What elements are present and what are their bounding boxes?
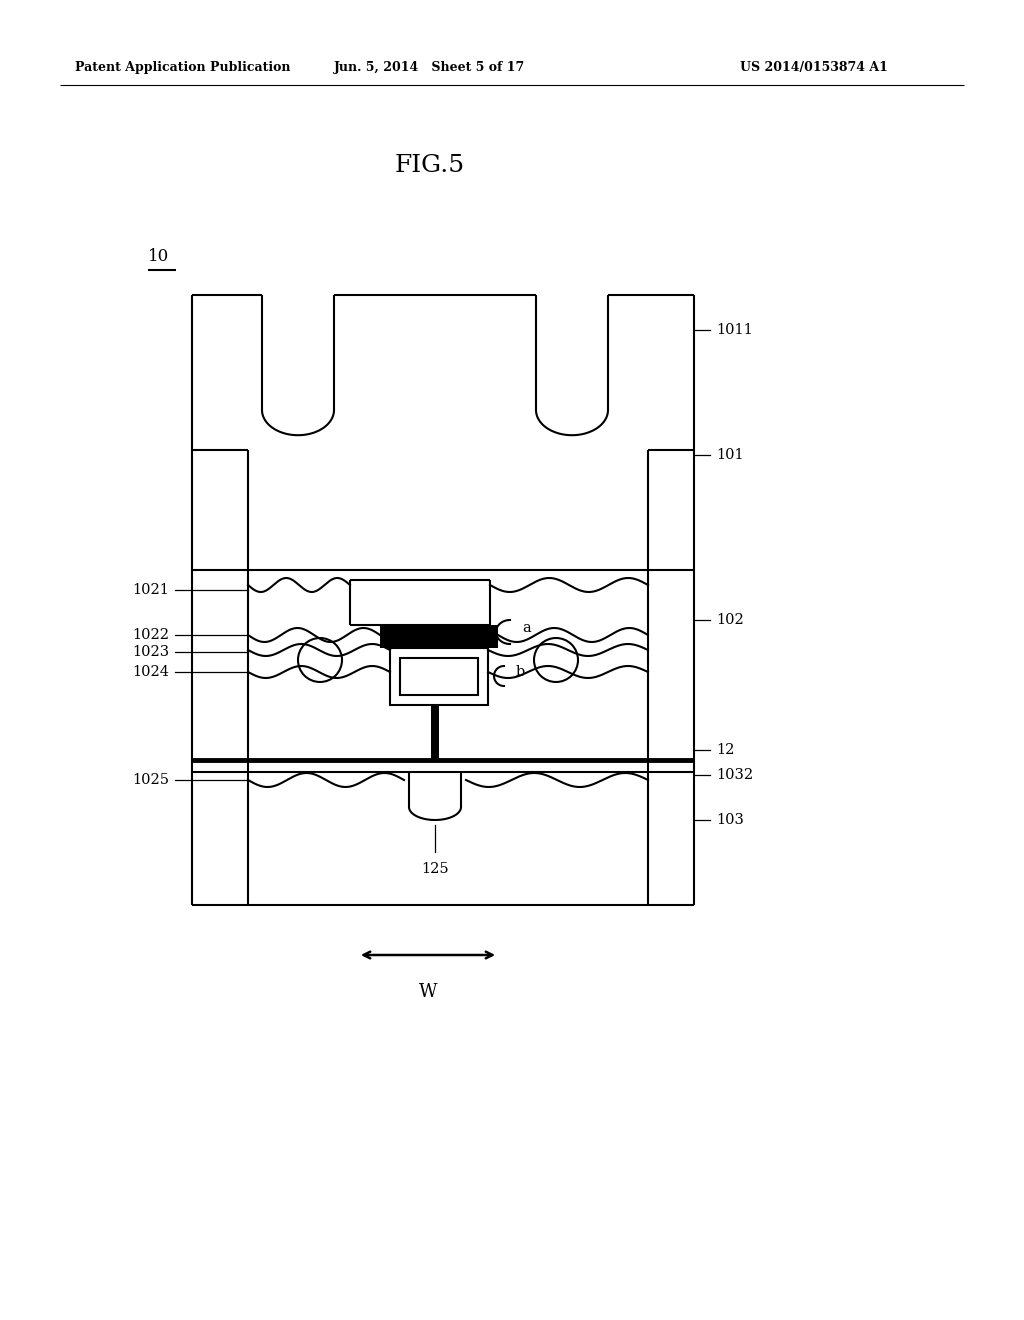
- Text: 1011: 1011: [716, 323, 753, 337]
- Text: 1024: 1024: [132, 665, 169, 678]
- Text: 125: 125: [421, 862, 449, 876]
- Text: 1032: 1032: [716, 768, 753, 781]
- Text: a: a: [522, 620, 530, 635]
- Text: Patent Application Publication: Patent Application Publication: [75, 62, 291, 74]
- Text: W: W: [419, 983, 437, 1001]
- Text: Jun. 5, 2014   Sheet 5 of 17: Jun. 5, 2014 Sheet 5 of 17: [335, 62, 525, 74]
- Bar: [380, 624, 498, 648]
- Text: 1022: 1022: [132, 628, 169, 642]
- Text: 1021: 1021: [132, 583, 169, 597]
- Text: 103: 103: [716, 813, 743, 828]
- Text: FIG.5: FIG.5: [395, 153, 465, 177]
- Text: US 2014/0153874 A1: US 2014/0153874 A1: [740, 62, 888, 74]
- Text: 10: 10: [148, 248, 169, 265]
- Text: 102: 102: [716, 612, 743, 627]
- Text: 1025: 1025: [132, 774, 169, 787]
- Text: b: b: [516, 665, 525, 678]
- Text: 12: 12: [716, 743, 734, 756]
- Bar: [400, 657, 478, 696]
- Text: 1023: 1023: [132, 645, 169, 659]
- Bar: [431, 705, 439, 760]
- Text: 101: 101: [716, 447, 743, 462]
- Bar: [390, 648, 488, 705]
